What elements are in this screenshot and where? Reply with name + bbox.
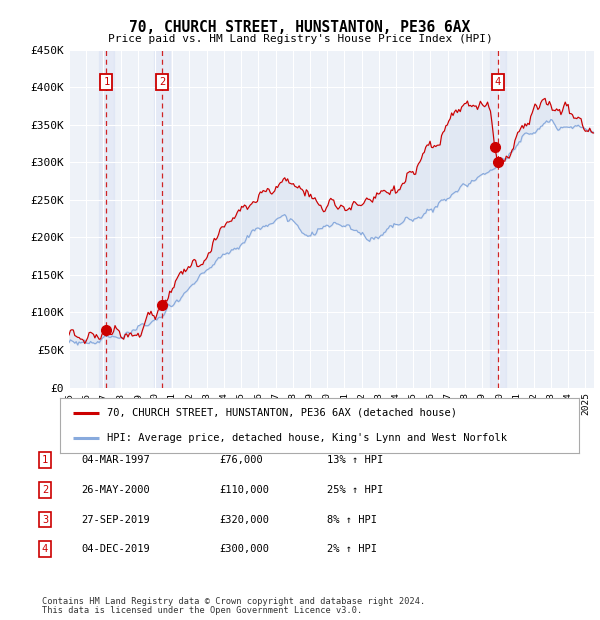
Text: 4: 4	[495, 77, 501, 87]
Text: 70, CHURCH STREET, HUNSTANTON, PE36 6AX (detached house): 70, CHURCH STREET, HUNSTANTON, PE36 6AX …	[107, 408, 457, 418]
Text: 2: 2	[42, 485, 48, 495]
Text: 4: 4	[42, 544, 48, 554]
Text: HPI: Average price, detached house, King's Lynn and West Norfolk: HPI: Average price, detached house, King…	[107, 433, 507, 443]
Text: 26-MAY-2000: 26-MAY-2000	[81, 485, 150, 495]
Text: 13% ↑ HPI: 13% ↑ HPI	[327, 455, 383, 465]
Text: 70, CHURCH STREET, HUNSTANTON, PE36 6AX: 70, CHURCH STREET, HUNSTANTON, PE36 6AX	[130, 20, 470, 35]
Text: 27-SEP-2019: 27-SEP-2019	[81, 515, 150, 525]
Text: 2% ↑ HPI: 2% ↑ HPI	[327, 544, 377, 554]
Text: £76,000: £76,000	[219, 455, 263, 465]
Bar	[490, 50, 506, 388]
Text: Contains HM Land Registry data © Crown copyright and database right 2024.: Contains HM Land Registry data © Crown c…	[42, 597, 425, 606]
Text: 2: 2	[159, 77, 165, 87]
Text: 1: 1	[103, 77, 109, 87]
Bar	[154, 50, 170, 388]
Bar	[98, 50, 114, 388]
Text: 04-MAR-1997: 04-MAR-1997	[81, 455, 150, 465]
Text: £320,000: £320,000	[219, 515, 269, 525]
Text: 8% ↑ HPI: 8% ↑ HPI	[327, 515, 377, 525]
Text: Price paid vs. HM Land Registry's House Price Index (HPI): Price paid vs. HM Land Registry's House …	[107, 34, 493, 44]
Text: 3: 3	[42, 515, 48, 525]
Text: 1: 1	[42, 455, 48, 465]
Text: £300,000: £300,000	[219, 544, 269, 554]
Text: 04-DEC-2019: 04-DEC-2019	[81, 544, 150, 554]
Text: 25% ↑ HPI: 25% ↑ HPI	[327, 485, 383, 495]
Text: £110,000: £110,000	[219, 485, 269, 495]
Text: This data is licensed under the Open Government Licence v3.0.: This data is licensed under the Open Gov…	[42, 606, 362, 615]
